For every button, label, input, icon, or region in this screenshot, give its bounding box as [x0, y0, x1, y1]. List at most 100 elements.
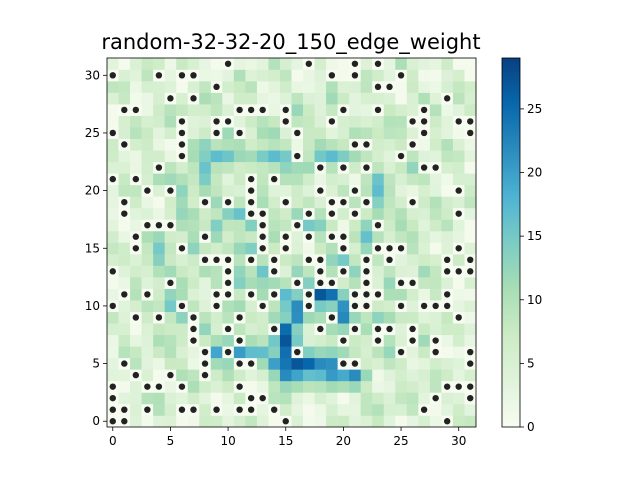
heatmap-cell	[210, 104, 223, 116]
heatmap-cell	[337, 323, 350, 336]
heatmap-cell	[118, 184, 131, 197]
heatmap-cell	[233, 230, 246, 243]
heatmap-cell	[314, 242, 327, 255]
heatmap-cell	[164, 392, 177, 405]
heatmap-cell	[395, 161, 408, 174]
heatmap-cell	[153, 230, 165, 243]
heatmap-cell	[268, 380, 281, 393]
heatmap-cell	[199, 150, 212, 163]
obstacle-marker	[340, 268, 347, 275]
heatmap-cell	[314, 380, 327, 393]
heatmap-cell	[268, 92, 281, 105]
heatmap-cell	[222, 403, 235, 416]
heatmap-cell	[268, 150, 281, 163]
heatmap-cell	[279, 323, 292, 336]
heatmap-cell	[222, 230, 235, 243]
obstacle-marker	[363, 291, 370, 298]
heatmap-cell	[383, 369, 396, 382]
obstacle-marker	[109, 72, 116, 79]
heatmap-cell	[245, 58, 258, 70]
heatmap-cell	[441, 334, 454, 347]
obstacle-marker	[109, 383, 116, 390]
heatmap-cell	[107, 81, 119, 93]
obstacle-marker	[247, 256, 255, 263]
obstacle-marker	[155, 164, 163, 171]
heatmap-cell	[418, 277, 431, 289]
heatmap-cell	[222, 138, 235, 151]
heatmap-cell	[326, 104, 338, 116]
heatmap-cell	[222, 184, 235, 197]
heatmap-cell	[326, 219, 338, 232]
heatmap-cell	[337, 184, 350, 197]
heatmap-cell	[164, 323, 177, 336]
heatmap-cell	[268, 369, 281, 382]
obstacle-marker	[236, 337, 243, 344]
heatmap-cell	[406, 300, 419, 312]
heatmap-cell	[210, 161, 223, 174]
heatmap-cell	[441, 115, 454, 128]
heatmap-cell	[406, 127, 419, 140]
heatmap-cell	[199, 138, 212, 151]
heatmap-cell	[199, 92, 212, 105]
obstacle-marker	[224, 325, 232, 333]
heatmap-cell	[141, 323, 154, 336]
heatmap-cell	[199, 323, 212, 336]
heatmap-cell	[118, 230, 131, 243]
heatmap-cell	[279, 207, 292, 220]
heatmap-cell	[256, 184, 269, 197]
heatmap-cell	[141, 346, 154, 359]
heatmap-cell	[279, 334, 292, 347]
heatmap-cell	[141, 357, 154, 370]
y-tick-label: 0	[92, 414, 100, 428]
heatmap-cell	[210, 380, 223, 393]
heatmap-cell	[291, 415, 304, 428]
heatmap-cell	[164, 334, 177, 347]
obstacle-marker	[420, 129, 428, 137]
heatmap-cell	[199, 265, 212, 278]
obstacle-marker	[386, 245, 393, 252]
heatmap-cell	[153, 346, 165, 359]
heatmap-cell	[372, 173, 385, 186]
heatmap-cell	[429, 357, 442, 370]
heatmap-cell	[360, 242, 373, 255]
heatmap-cell	[210, 357, 223, 370]
heatmap-cell	[164, 288, 177, 301]
heatmap-cell	[418, 207, 431, 220]
heatmap-cell	[118, 92, 131, 105]
heatmap-cell	[176, 254, 189, 266]
heatmap-cell	[222, 369, 235, 382]
heatmap-cell	[429, 207, 442, 220]
heatmap-cell	[141, 415, 154, 428]
heatmap-cell	[383, 357, 396, 370]
heatmap-cell	[360, 357, 373, 370]
heatmap-cell	[210, 323, 223, 336]
heatmap-cell	[464, 230, 477, 243]
heatmap-cell	[452, 161, 465, 174]
heatmap-cell	[418, 369, 431, 382]
obstacle-marker	[282, 233, 289, 240]
heatmap-cell	[429, 127, 442, 140]
heatmap-cell	[464, 403, 477, 416]
heatmap-cell	[164, 81, 177, 93]
heatmap-cell	[314, 115, 327, 128]
heatmap-cell	[222, 300, 235, 312]
heatmap-cell	[141, 242, 154, 255]
heatmap-cell	[372, 265, 385, 278]
obstacle-marker	[271, 268, 278, 275]
obstacle-marker	[247, 291, 255, 298]
heatmap-cell	[222, 334, 235, 347]
heatmap-cell	[291, 242, 304, 255]
obstacle-marker	[178, 245, 186, 252]
heatmap-cell	[199, 69, 212, 82]
heatmap-cell	[441, 219, 454, 232]
heatmap-cell	[395, 104, 408, 116]
heatmap-cell	[314, 104, 327, 116]
obstacle-marker	[121, 106, 128, 114]
x-tick-label: 0	[109, 434, 117, 448]
heatmap-cell	[360, 311, 373, 324]
obstacle-marker	[467, 256, 474, 263]
heatmap-cell	[245, 380, 258, 393]
heatmap-cell	[256, 138, 269, 151]
heatmap-cell	[372, 346, 385, 359]
heatmap-cell	[176, 334, 189, 347]
